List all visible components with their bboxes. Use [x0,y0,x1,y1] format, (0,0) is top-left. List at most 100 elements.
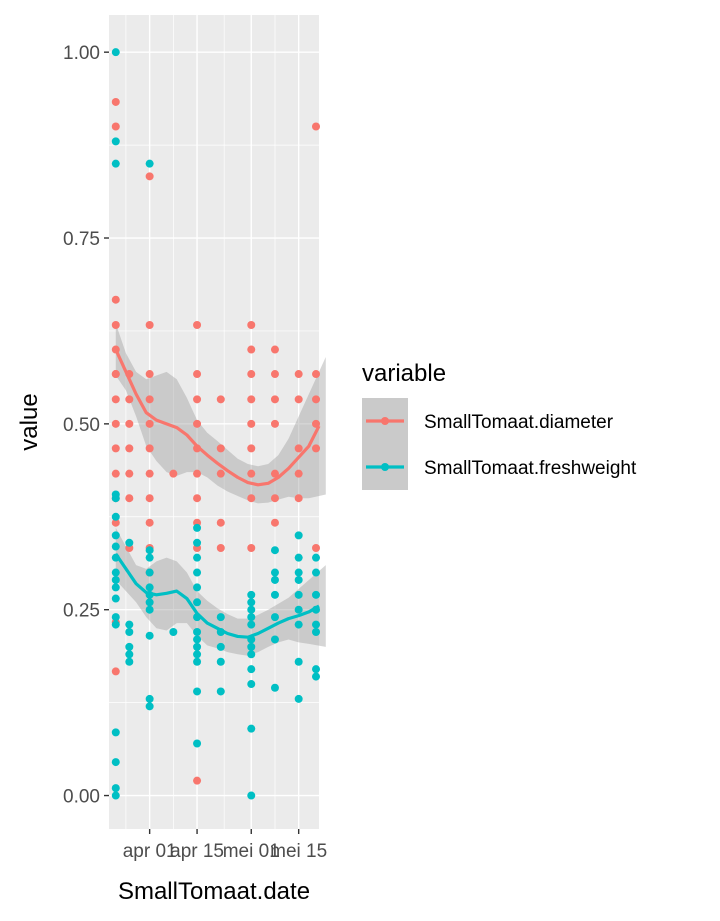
data-point [169,628,178,637]
data-point [216,395,225,404]
data-point [312,665,320,674]
data-point [145,419,154,428]
legend-key-point [381,417,389,425]
data-point [169,469,178,478]
legend: variable SmallTomaat.diameterSmallTomaat… [362,360,637,490]
data-point [193,320,202,329]
data-point [247,605,256,614]
plot-panel [109,15,319,829]
data-point [193,419,202,428]
data-points [111,48,320,800]
data-point [247,791,256,800]
data-point [270,546,279,555]
data-point [111,791,120,800]
data-point [193,583,202,592]
data-point [145,631,154,640]
data-point [145,395,154,404]
data-point [125,628,134,637]
data-point [312,568,320,577]
x-tick-label: mei 01 [223,841,280,862]
data-point [247,494,256,503]
data-point [111,613,120,622]
data-point [111,667,120,676]
data-point [111,444,120,453]
data-point [193,776,202,785]
data-point [247,320,256,329]
data-point [111,512,120,521]
y-tick-label: 1.00 [63,43,100,64]
data-point [294,657,303,666]
data-point [145,320,154,329]
data-point [193,395,202,404]
confidence-band [115,323,326,504]
data-point [247,395,256,404]
legend-label: SmallTomaat.diameter [424,412,614,433]
data-point [216,642,225,651]
data-point [270,469,279,478]
data-point [270,419,279,428]
data-point [294,553,303,562]
data-point [145,469,154,478]
data-point [193,628,202,637]
legend-key-point [381,463,389,471]
data-point [193,598,202,607]
data-point [193,650,202,659]
data-point [193,739,202,748]
data-point [145,598,154,607]
data-point [312,544,320,553]
data-point [312,628,320,637]
data-point [193,538,202,547]
data-point [294,568,303,577]
data-point [111,620,120,629]
data-point [247,544,256,553]
data-point [145,605,154,614]
confidence-band [115,527,326,656]
data-point [111,295,120,304]
data-point [294,620,303,629]
data-point [125,419,134,428]
data-point [270,613,279,622]
data-point [193,370,202,379]
data-point [125,657,134,666]
data-point [216,444,225,453]
data-point [270,568,279,577]
x-axis-title: SmallTomaat.date [118,878,310,905]
data-point [312,672,320,681]
legend-keys: SmallTomaat.diameter SmallTomaat.freshwei… [362,398,637,490]
data-point [216,657,225,666]
data-point [216,544,225,553]
data-point [312,395,320,404]
data-point [247,370,256,379]
data-point [145,172,154,181]
data-point [247,419,256,428]
data-point [294,444,303,453]
data-point [216,613,225,622]
data-point [312,553,320,562]
y-tick-label: 0.75 [63,229,100,250]
data-point [111,531,120,540]
data-point [294,694,303,703]
data-point [294,370,303,379]
data-point [247,680,256,689]
data-point [312,122,320,131]
data-point [145,494,154,503]
data-point [125,650,134,659]
x-tick-label: mei 15 [270,841,327,862]
data-point [247,444,256,453]
data-point [247,650,256,659]
data-point [312,370,320,379]
data-point [111,568,120,577]
data-point [111,97,120,106]
data-point [294,531,303,540]
data-point [294,575,303,584]
data-point [111,490,120,499]
y-axis: 0.00 0.25 0.50 0.75 1.00 [63,43,109,808]
data-point [270,590,279,599]
data-point [270,345,279,354]
data-point [125,620,134,629]
data-point [247,724,256,733]
data-point [270,635,279,644]
data-point [247,598,256,607]
data-point [111,575,120,584]
